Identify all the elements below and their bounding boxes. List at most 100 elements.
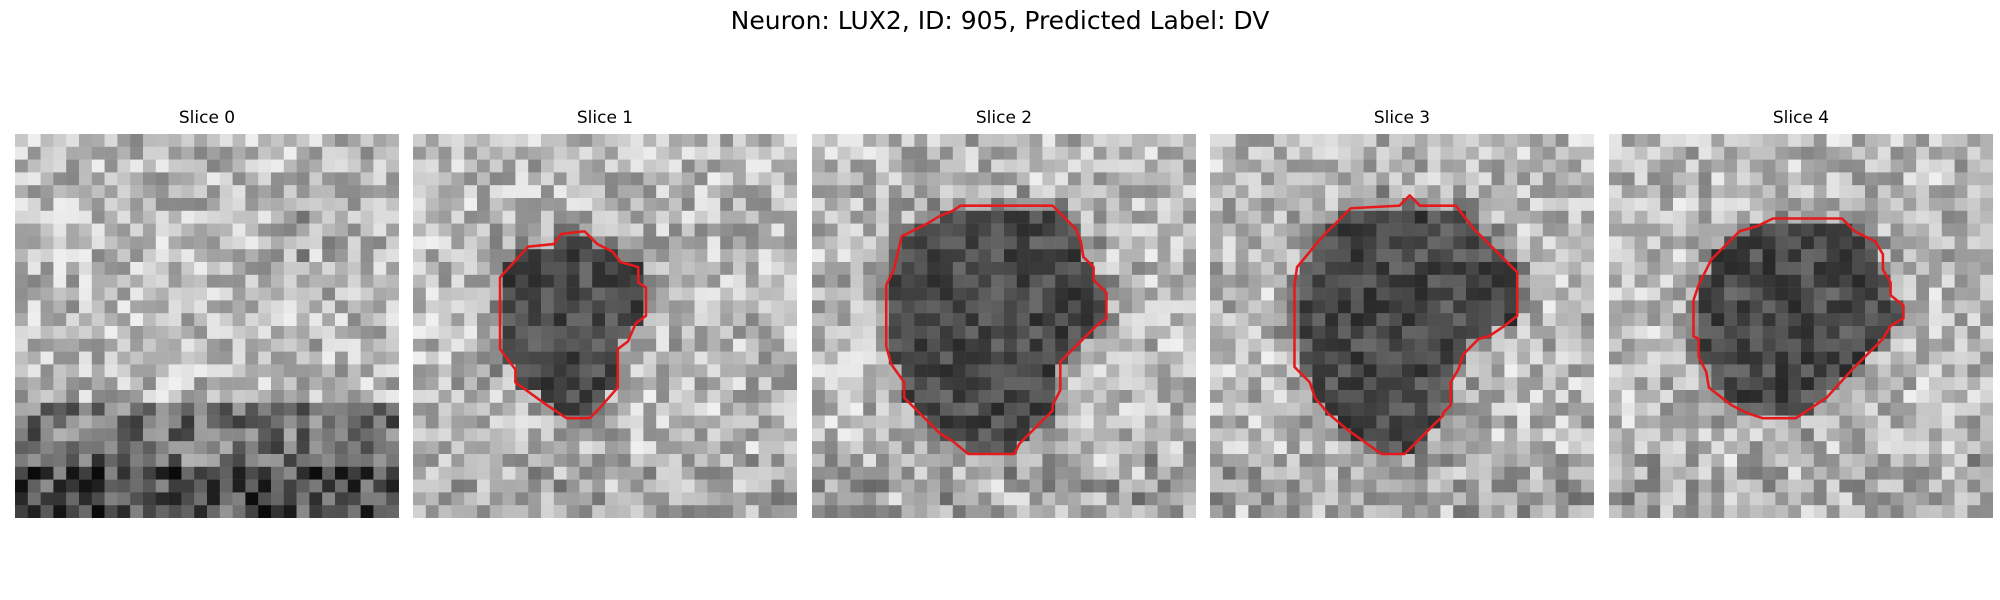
image-pixel (309, 210, 323, 224)
image-pixel (464, 377, 478, 391)
image-pixel (1724, 159, 1738, 173)
image-pixel (1530, 390, 1544, 404)
image-pixel (347, 300, 361, 314)
image-pixel (850, 300, 864, 314)
image-pixel (812, 249, 826, 263)
image-pixel (1478, 185, 1492, 199)
image-pixel (360, 236, 374, 250)
image-pixel (1016, 415, 1030, 429)
image-pixel (1517, 351, 1531, 365)
image-pixel (373, 146, 387, 160)
image-pixel (104, 210, 118, 224)
image-pixel (155, 402, 169, 416)
image-pixel (1555, 377, 1569, 391)
image-pixel (1737, 249, 1751, 263)
image-pixel (464, 287, 478, 301)
image-pixel (1737, 159, 1751, 173)
image-pixel (863, 441, 877, 455)
image-pixel (1711, 236, 1725, 250)
image-pixel (643, 454, 657, 468)
image-pixel (1261, 146, 1275, 160)
image-pixel (1440, 134, 1454, 148)
image-pixel (1080, 146, 1094, 160)
image-pixel (669, 415, 683, 429)
image-pixel (669, 210, 683, 224)
image-pixel (812, 236, 826, 250)
image-pixel (464, 223, 478, 237)
image-pixel (541, 377, 555, 391)
image-pixel (1813, 185, 1827, 199)
image-pixel (978, 351, 992, 365)
image-pixel (271, 198, 285, 212)
image-pixel (66, 300, 80, 314)
image-pixel (1402, 210, 1416, 224)
image-pixel (1530, 198, 1544, 212)
image-pixel (1852, 159, 1866, 173)
image-pixel (515, 262, 529, 276)
image-pixel (464, 159, 478, 173)
image-pixel (1248, 146, 1262, 160)
image-pixel (477, 262, 491, 276)
image-pixel (1453, 274, 1467, 288)
image-pixel (837, 466, 851, 480)
image-pixel (965, 236, 979, 250)
image-pixel (1634, 287, 1648, 301)
image-pixel (1634, 338, 1648, 352)
image-pixel (1157, 146, 1171, 160)
image-pixel (309, 492, 323, 506)
image-pixel (901, 146, 915, 160)
image-pixel (863, 390, 877, 404)
image-pixel (1312, 249, 1326, 263)
image-pixel (1389, 479, 1403, 493)
image-pixel (1903, 287, 1917, 301)
image-pixel (1685, 428, 1699, 442)
image-pixel (245, 454, 259, 468)
image-pixel (515, 210, 529, 224)
image-pixel (901, 287, 915, 301)
image-pixel (940, 492, 954, 506)
image-pixel (812, 185, 826, 199)
image-pixel (1157, 390, 1171, 404)
image-pixel (553, 300, 567, 314)
image-pixel (643, 377, 657, 391)
image-pixel (965, 262, 979, 276)
image-pixel (1941, 415, 1955, 429)
image-pixel (1609, 390, 1623, 404)
image-pixel (605, 338, 619, 352)
image-pixel (694, 326, 708, 340)
image-pixel (117, 172, 131, 186)
image-pixel (1980, 262, 1993, 276)
image-pixel (1068, 454, 1082, 468)
image-pixel (1157, 300, 1171, 314)
image-pixel (1183, 223, 1196, 237)
image-pixel (66, 159, 80, 173)
image-pixel (758, 134, 772, 148)
image-pixel (53, 300, 67, 314)
image-pixel (1299, 262, 1313, 276)
image-pixel (1274, 428, 1288, 442)
image-pixel (1402, 454, 1416, 468)
image-pixel (579, 185, 593, 199)
image-pixel (1080, 492, 1094, 506)
image-pixel (1183, 198, 1196, 212)
image-pixel (617, 505, 631, 518)
image-pixel (553, 172, 567, 186)
image-pixel (630, 364, 644, 378)
image-pixel (1724, 172, 1738, 186)
image-pixel (1248, 223, 1262, 237)
image-pixel (309, 454, 323, 468)
image-pixel (219, 351, 233, 365)
image-pixel (1261, 159, 1275, 173)
image-pixel (1440, 185, 1454, 199)
image-pixel (1775, 492, 1789, 506)
image-pixel (1826, 262, 1840, 276)
image-pixel (477, 172, 491, 186)
image-pixel (258, 402, 272, 416)
image-pixel (681, 313, 695, 327)
image-pixel (1826, 172, 1840, 186)
image-pixel (643, 441, 657, 455)
image-pixel (1004, 274, 1018, 288)
image-pixel (1274, 505, 1288, 518)
image-pixel (335, 249, 349, 263)
image-pixel (104, 466, 118, 480)
